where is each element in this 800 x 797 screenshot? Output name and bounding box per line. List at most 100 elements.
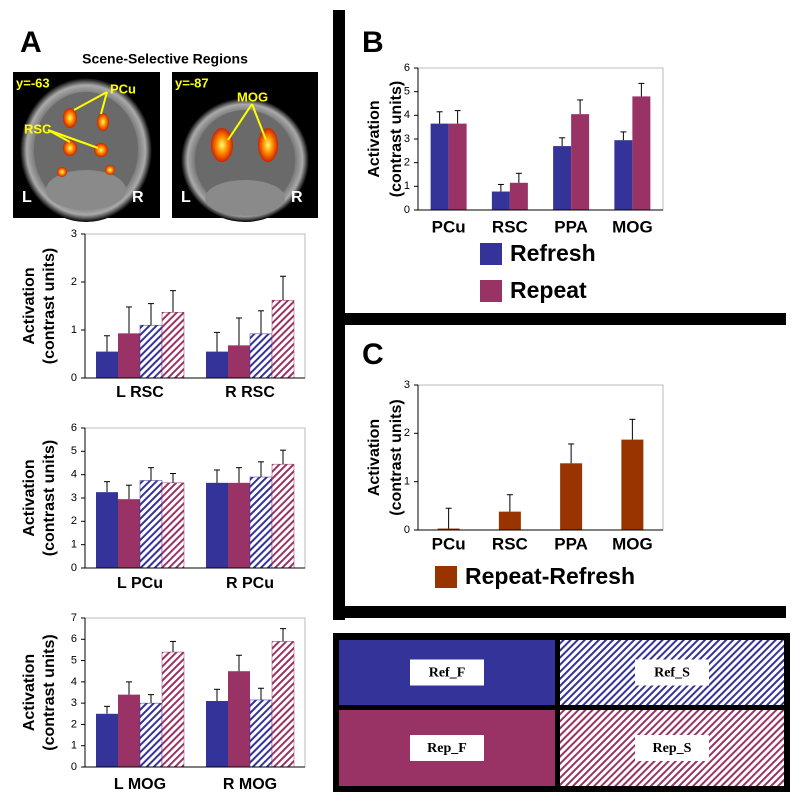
x-tick-label: MOG (612, 217, 653, 236)
error-bar (236, 467, 242, 483)
error-bar (104, 481, 110, 493)
slice-label: y=-63 (16, 75, 50, 90)
region-label: MOG (237, 89, 268, 104)
error-bar (258, 461, 264, 477)
y-axis-label: (contrast units) (41, 248, 58, 364)
y-axis-label: (contrast units) (41, 634, 58, 750)
y-tick-label: 2 (71, 276, 77, 288)
bar (249, 476, 273, 569)
error-bar (559, 137, 566, 147)
bar (498, 511, 521, 530)
x-tick-label: L PCu (117, 575, 163, 592)
y-tick-label: 6 (71, 422, 77, 434)
error-bar (148, 467, 154, 481)
error-bar (214, 688, 220, 702)
x-tick-label: PPA (554, 534, 588, 553)
legend-swatch (480, 280, 502, 302)
bar (96, 713, 118, 767)
y-tick-label: 0 (404, 524, 410, 536)
legend-label: Repeat-Refresh (465, 563, 635, 589)
error-bar (214, 331, 220, 352)
error-bar (280, 275, 286, 301)
y-tick-label: 1 (71, 539, 77, 551)
bar (430, 123, 449, 210)
y-axis-label: Activation (366, 100, 383, 177)
error-bar (638, 82, 645, 97)
error-bar (445, 507, 452, 529)
x-tick-label: PCu (432, 217, 466, 236)
y-axis-label: Activation (21, 654, 38, 731)
error-bar (214, 469, 220, 483)
error-bar (620, 131, 627, 141)
side-label: R (291, 189, 303, 206)
legend-label: Ref_F (429, 666, 466, 681)
y-tick-label: 0 (404, 204, 410, 216)
error-bar (126, 306, 132, 334)
y-tick-label: 3 (71, 492, 77, 504)
y-axis-label: Activation (21, 267, 38, 344)
bar (161, 482, 185, 569)
y-tick-label: 1 (404, 476, 410, 488)
error-bar (126, 681, 132, 695)
error-bar (170, 290, 176, 313)
bar (271, 463, 295, 569)
bar (139, 480, 163, 569)
bar (491, 191, 510, 210)
error-bar (148, 303, 154, 326)
error-bar (506, 494, 513, 512)
frame (345, 313, 786, 325)
bar (118, 499, 140, 568)
error-bar (497, 183, 504, 192)
bar (614, 140, 633, 210)
legend-tag (635, 659, 709, 686)
legend-label: Rep_F (427, 741, 467, 756)
bar (161, 311, 185, 379)
frame (333, 606, 786, 618)
error-bar (280, 628, 286, 642)
x-tick-label: L RSC (116, 384, 164, 401)
y-tick-label: 2 (404, 427, 410, 439)
error-bar (280, 449, 286, 465)
y-tick-label: 5 (71, 654, 77, 666)
x-tick-label: L MOG (114, 776, 166, 793)
error-bar (568, 443, 575, 464)
region-label: PCu (110, 81, 136, 96)
error-bar (629, 418, 636, 440)
y-tick-label: 3 (71, 697, 77, 709)
error-bar (258, 310, 264, 334)
x-tick-label: RSC (492, 534, 528, 553)
legend-label: Repeat (510, 277, 587, 303)
side-label: L (22, 189, 32, 206)
y-tick-label: 6 (71, 633, 77, 645)
x-tick-label: MOG (612, 534, 653, 553)
y-axis-label: Activation (21, 459, 38, 536)
bar (271, 299, 295, 379)
bar (206, 701, 228, 767)
bar (206, 482, 228, 568)
y-tick-label: 5 (404, 86, 410, 98)
y-tick-label: 0 (71, 372, 77, 384)
panel-label: C (362, 338, 384, 371)
bar (437, 528, 460, 530)
legend-swatch (435, 566, 457, 588)
legend-tag (410, 659, 484, 686)
y-tick-label: 0 (71, 761, 77, 773)
error-bar (236, 654, 242, 672)
panel-label: B (362, 26, 384, 59)
y-tick-label: 4 (404, 109, 410, 121)
brain-image (172, 72, 318, 222)
error-bar (236, 317, 242, 346)
bar (571, 114, 590, 210)
y-tick-label: 1 (71, 740, 77, 752)
error-bar (170, 473, 176, 483)
x-tick-label: R RSC (225, 384, 275, 401)
bar (118, 694, 140, 767)
error-bar (148, 694, 154, 704)
y-tick-label: 4 (71, 676, 77, 688)
y-axis-label: (contrast units) (41, 440, 58, 556)
y-tick-label: 2 (404, 157, 410, 169)
error-bar (126, 484, 132, 500)
legend-label: Refresh (510, 240, 596, 266)
side-label: R (132, 189, 144, 206)
